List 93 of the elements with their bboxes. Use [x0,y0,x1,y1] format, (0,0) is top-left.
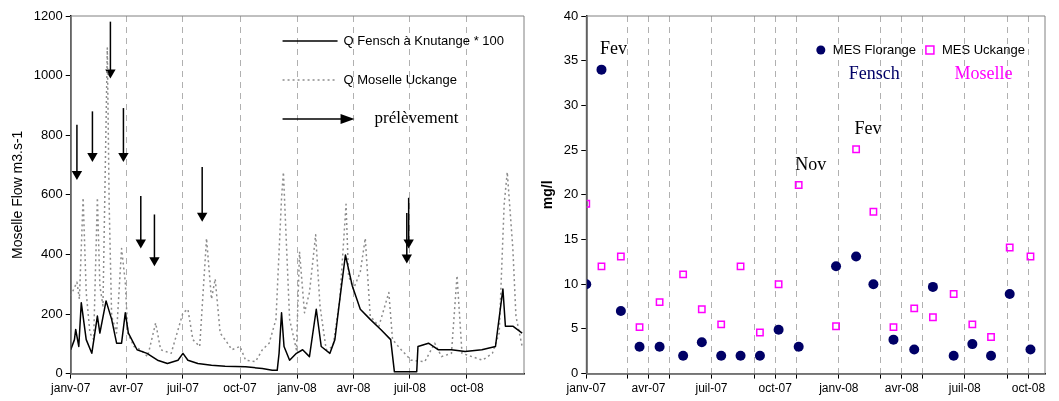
point [968,320,977,329]
point [754,350,765,361]
point [635,323,644,332]
point [869,207,878,216]
y-tick-label: 40 [563,7,579,23]
point [696,337,707,348]
point [852,145,861,154]
x-tick-label: avr-08 [336,381,371,396]
y-tick-label: 20 [563,186,579,202]
point [149,257,160,267]
point [135,239,146,249]
point [774,280,783,289]
y-tick-label: 200 [41,305,63,321]
y-tick-label: 800 [41,126,63,142]
y-axis-title: Moselle Flow m3.s-1 [9,130,26,259]
y-tick-label: 30 [563,96,579,112]
y-tick-label: 0 [55,365,63,381]
point [1004,289,1015,300]
x-tick-label: oct-07 [223,381,257,396]
x-tick-label: juil-07 [165,381,200,396]
y-tick-label: 0 [571,365,579,381]
point [794,181,803,189]
point [910,304,919,313]
x-tick-label: avr-08 [884,381,920,396]
x-tick-label: oct-07 [758,381,793,396]
point [118,153,129,163]
point [634,341,645,352]
x-tick-label: janv-08 [276,381,318,396]
y-tick-label: 10 [563,275,579,291]
y-tick-label: 600 [41,186,63,202]
y-axis-title: mg/l [539,180,556,210]
point [832,322,840,331]
annotation: Fev [599,38,627,59]
point [909,344,920,355]
x-tick-label: janv-08 [818,381,859,396]
point [736,262,745,271]
point [949,290,958,298]
point [928,313,937,322]
x-tick-label: janv-07 [565,381,607,396]
point [987,333,995,341]
point [1026,252,1035,261]
point [756,328,764,337]
x-tick-label: avr-07 [631,381,666,396]
point [888,334,899,345]
point [596,64,607,75]
point [717,320,726,329]
x-tick-label: juil-08 [392,381,427,396]
y-tick-label: 35 [563,52,579,68]
point [986,350,997,361]
legend-label: MES Florange [832,41,916,57]
point [948,350,959,361]
annotation: Nov [795,153,827,174]
point [655,298,664,307]
point [597,262,606,271]
legend-label: Q Moselle Uckange [343,71,458,87]
x-tick-label: janv-07 [50,381,91,396]
point [851,251,862,262]
point [831,261,842,272]
point [615,306,626,317]
point [87,153,98,163]
point [716,350,727,361]
annotation: Fev [854,117,882,138]
legend-label: Q Fensch à Knutange * 100 [343,32,505,48]
point [1005,243,1014,252]
x-tick-label: juil-08 [947,381,982,396]
annotation: Fensch [848,62,900,83]
y-tick-label: 1000 [33,67,63,83]
point [1025,344,1036,355]
legend-label: MES Uckange [941,41,1025,57]
point [401,254,412,264]
point [678,350,689,361]
point [735,350,746,361]
x-tick-label: juil-07 [694,381,728,396]
annotation: Moselle [954,62,1013,83]
y-tick-label: 5 [571,320,579,336]
point [654,341,665,352]
point [616,252,625,261]
point [697,305,706,314]
y-tick-label: 1200 [33,7,63,23]
y-tick-label: 15 [563,231,579,247]
legend-label: prélèvement [374,108,459,128]
point [679,270,688,279]
point [927,281,938,292]
y-tick-label: 400 [41,245,63,261]
y-tick-label: 25 [563,141,579,157]
x-tick-label: oct-08 [1011,381,1046,396]
point [868,279,879,290]
x-tick-label: avr-07 [109,381,144,396]
point [793,341,804,352]
point [773,324,784,335]
point [967,339,978,350]
point [889,323,898,332]
x-tick-label: oct-08 [450,381,484,396]
